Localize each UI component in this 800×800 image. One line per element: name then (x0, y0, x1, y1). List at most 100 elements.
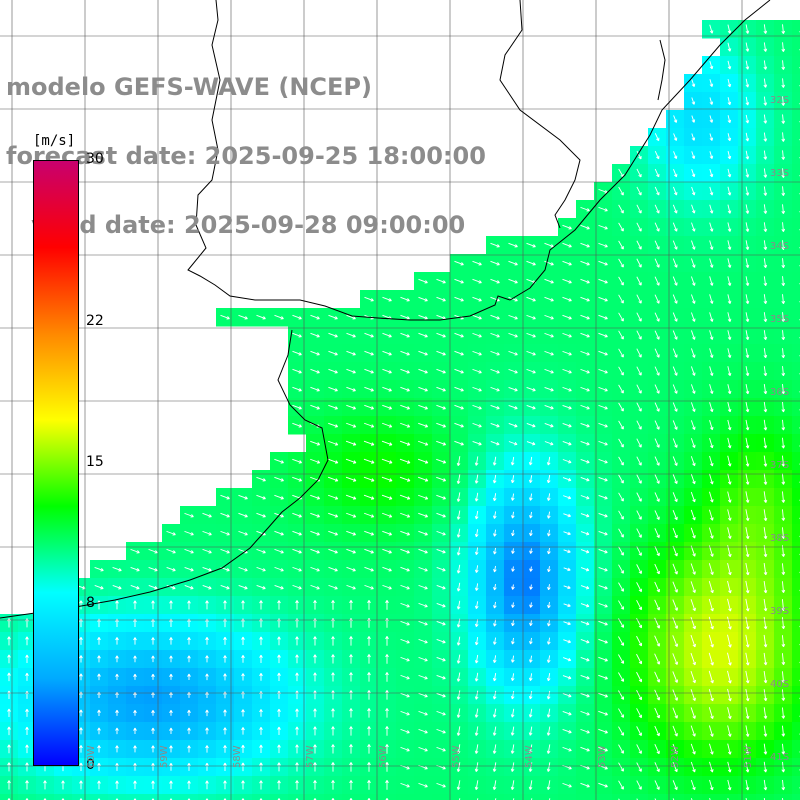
wind-arrow (382, 548, 392, 554)
wind-arrow (436, 314, 446, 320)
wind-arrow (562, 422, 572, 428)
wind-arrow (256, 548, 266, 554)
wind-arrow (202, 566, 212, 572)
wind-arrow (727, 294, 732, 304)
wind-arrow (436, 530, 446, 536)
wind-arrow (672, 474, 678, 484)
wind-arrow (202, 512, 212, 518)
wind-arrow (691, 186, 696, 196)
wind-arrow (763, 348, 768, 359)
wind-arrow (618, 582, 624, 592)
wind-arrow (169, 780, 173, 790)
wind-arrow (691, 169, 696, 178)
latitude-label: 36S (770, 387, 790, 398)
wind-speed-cell (792, 776, 800, 795)
wind-arrow (400, 602, 410, 608)
wind-arrow (151, 637, 155, 645)
wind-arrow (636, 582, 642, 593)
wind-arrow (618, 672, 625, 682)
wind-arrow (349, 726, 353, 736)
wind-arrow (490, 296, 500, 302)
wind-arrow (654, 707, 660, 719)
wind-arrow (654, 528, 660, 539)
wind-arrow (456, 510, 461, 520)
wind-arrow (580, 260, 590, 266)
wind-arrow (474, 529, 479, 538)
wind-arrow (400, 692, 410, 698)
wind-arrow (418, 782, 428, 788)
wind-arrow (274, 584, 284, 590)
wind-arrow (313, 636, 317, 646)
wind-arrow (130, 585, 140, 590)
wind-arrow (400, 782, 410, 788)
wind-arrow (580, 531, 590, 536)
wind-arrow (618, 204, 624, 214)
wind-arrow (346, 332, 356, 338)
wind-arrow (654, 222, 660, 232)
wind-arrow (763, 150, 768, 160)
wind-arrow (274, 566, 284, 572)
wind-arrow (274, 494, 284, 500)
wind-arrow (598, 368, 608, 374)
wind-speed-cell (36, 794, 55, 800)
wind-arrow (456, 528, 461, 538)
wind-arrow (727, 563, 732, 576)
wind-arrow (363, 458, 375, 464)
wind-arrow (115, 780, 119, 790)
wind-arrow (636, 366, 642, 376)
wind-arrow (690, 761, 696, 773)
wind-speed-cell (792, 794, 800, 800)
wind-arrow (202, 530, 212, 536)
wind-arrow (763, 24, 768, 34)
wind-arrow (510, 690, 515, 700)
wind-arrow (580, 368, 590, 374)
wind-arrow (346, 548, 356, 554)
wind-arrow (618, 654, 625, 664)
wind-arrow (654, 725, 660, 737)
wind-arrow (43, 780, 47, 790)
wind-arrow (636, 294, 642, 304)
wind-arrow (295, 762, 299, 772)
wind-arrow (781, 743, 786, 755)
wind-arrow (346, 314, 356, 320)
wind-arrow (618, 456, 624, 466)
wind-arrow (400, 350, 410, 356)
wind-arrow (691, 97, 696, 105)
wind-arrow (474, 565, 479, 573)
wind-arrow (654, 420, 660, 430)
wind-arrow (546, 493, 551, 501)
wind-speed-cell (54, 794, 73, 800)
wind-arrow (562, 782, 572, 788)
wind-arrow (618, 276, 624, 286)
wind-arrow (385, 762, 389, 772)
wind-arrow (292, 350, 302, 356)
wind-arrow (727, 186, 732, 196)
wind-arrow (474, 583, 479, 591)
wind-arrow (763, 132, 768, 142)
wind-speed-cell (648, 794, 667, 800)
wind-arrow (511, 548, 515, 554)
wind-arrow (238, 314, 248, 320)
wind-arrow (636, 276, 642, 286)
wind-arrow (364, 548, 374, 554)
wind-arrow (187, 709, 191, 716)
wind-arrow (79, 600, 83, 610)
wind-arrow (259, 600, 263, 610)
wind-arrow (133, 763, 137, 771)
wind-arrow (259, 691, 263, 699)
wind-arrow (331, 762, 335, 772)
wind-arrow (510, 744, 515, 754)
wind-arrow (654, 258, 660, 268)
wind-arrow (456, 456, 461, 467)
wind-arrow (580, 296, 590, 302)
wind-arrow (490, 260, 500, 266)
wind-arrow (562, 693, 572, 698)
wind-arrow (727, 366, 732, 377)
wind-arrow (618, 294, 624, 304)
wind-arrow (781, 42, 786, 52)
wind-arrow (781, 635, 786, 648)
wind-arrow (544, 368, 554, 374)
wind-arrow (310, 440, 321, 446)
wind-arrow (654, 671, 661, 683)
wind-arrow (709, 743, 714, 755)
